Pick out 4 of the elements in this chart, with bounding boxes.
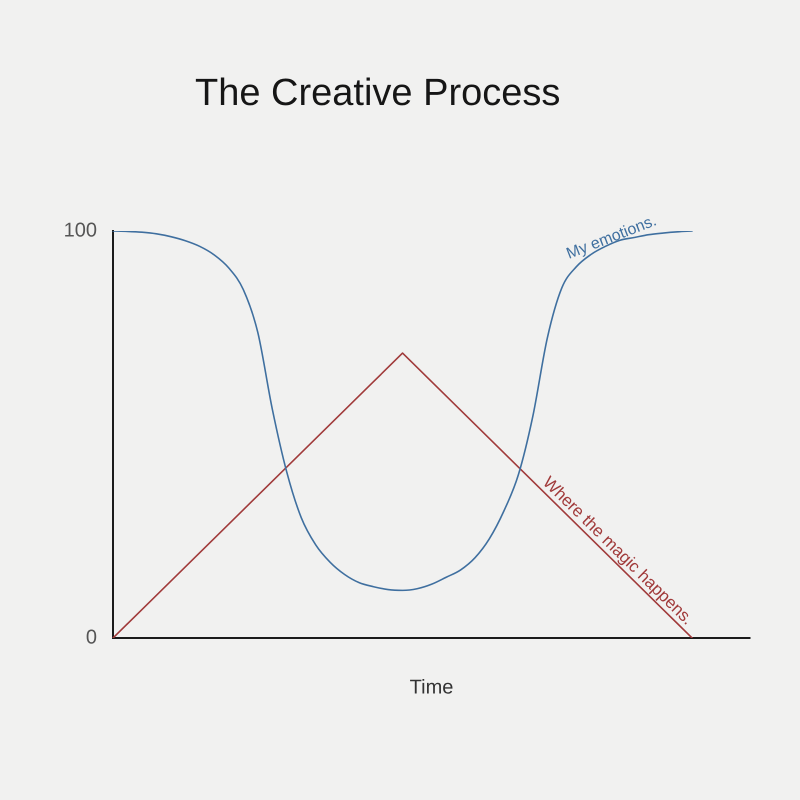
y-tick-label: 100 bbox=[64, 220, 97, 242]
y-tick-label: 0 bbox=[86, 626, 97, 649]
x-axis-title: Time bbox=[410, 676, 454, 699]
chart-title: The Creative Process bbox=[195, 71, 560, 116]
